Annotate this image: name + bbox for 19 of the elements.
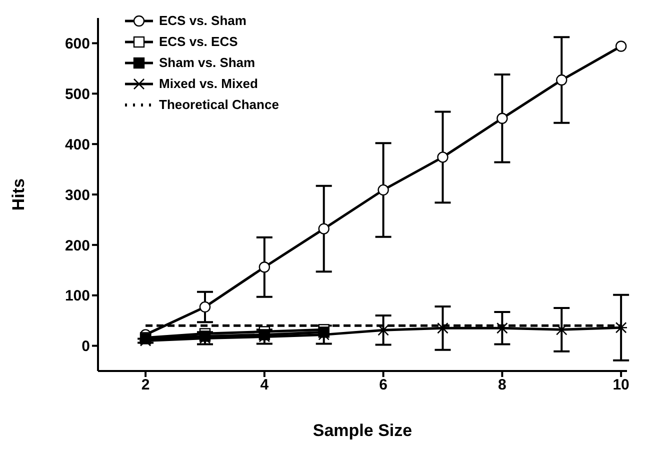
x-tick-label: 10 (612, 376, 630, 394)
legend-label: Theoretical Chance (159, 97, 279, 112)
y-tick-label: 200 (64, 237, 90, 254)
x-tick-label: 2 (141, 376, 150, 394)
y-axis-title: Hits (9, 178, 28, 211)
legend-label: Sham vs. Sham (159, 55, 256, 70)
y-tick-label: 500 (64, 86, 90, 103)
legend-label: Mixed vs. Mixed (159, 76, 258, 91)
x-tick-label: 8 (498, 376, 506, 394)
x-tick-label: 6 (379, 376, 388, 394)
y-tick-label: 600 (64, 36, 90, 53)
y-tick-label: 400 (64, 136, 90, 154)
x-tick-label: 4 (260, 376, 270, 394)
y-tick-label: 100 (64, 288, 90, 305)
y-tick-label: 300 (64, 186, 90, 204)
x-axis-title: Sample Size (312, 421, 412, 440)
legend-label: ECS vs. Sham (159, 13, 246, 28)
legend-label: ECS vs. ECS (159, 34, 238, 49)
y-tick-label: 0 (82, 338, 90, 356)
